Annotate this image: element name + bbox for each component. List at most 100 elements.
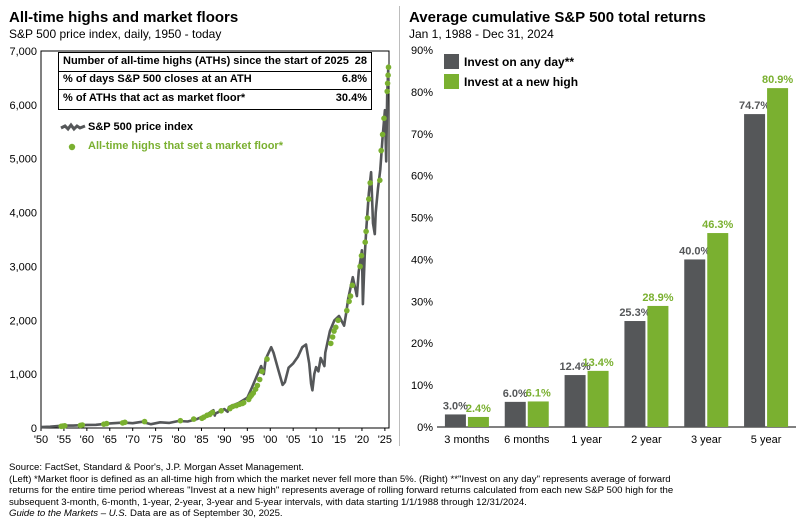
y-tick-label: 0 — [31, 423, 37, 435]
y-tick-label: 5,000 — [9, 154, 37, 166]
floor-high-point — [335, 317, 341, 324]
footnote-guide-title: Guide to the Markets – U.S. — [9, 508, 128, 519]
floor-high-point — [141, 418, 148, 425]
y-tick-label: 70% — [411, 129, 433, 141]
y-tick-label: 40% — [411, 254, 433, 266]
legend-label: S&P 500 price index — [88, 121, 193, 133]
y-tick-label: 50% — [411, 213, 433, 225]
x-tick-label: '55 — [57, 434, 71, 446]
floor-high-point — [329, 334, 336, 340]
floor-high-point — [364, 215, 371, 221]
legend-label: All-time highs that set a market floor* — [88, 140, 283, 152]
y-tick-label: 20% — [411, 338, 433, 350]
x-category-label: 1 year — [571, 434, 602, 446]
floor-high-point — [122, 419, 128, 426]
bar-value-label: 6.1% — [526, 387, 551, 399]
floor-high-point — [209, 409, 216, 416]
x-tick-label: '90 — [217, 434, 231, 446]
y-tick-label: 90% — [411, 45, 433, 57]
y-tick-label: 10% — [411, 380, 433, 392]
floor-high-point — [357, 263, 363, 270]
floor-high-point — [358, 252, 365, 259]
bar-any-day — [624, 321, 646, 427]
bar-value-label: 28.9% — [642, 292, 673, 304]
floor-high-point — [254, 382, 261, 389]
y-tick-label: 3,000 — [9, 261, 37, 273]
floor-high-point — [362, 239, 369, 245]
bar-new-high — [527, 401, 549, 427]
x-tick-label: '10 — [309, 434, 323, 446]
floor-high-point — [177, 417, 184, 424]
y-tick-label: 4,000 — [9, 208, 37, 220]
bar-value-label: 25.3% — [619, 307, 650, 319]
floor-high-point — [384, 88, 391, 95]
green-swatch-icon — [444, 74, 459, 89]
floor-high-point — [385, 72, 391, 78]
floor-high-point — [366, 196, 372, 202]
floor-high-point — [62, 423, 68, 429]
stats-row: Number of all-time highs (ATHs) since th… — [59, 53, 371, 72]
bar-value-label: 12.4% — [559, 361, 590, 373]
plot-area-frame — [40, 50, 390, 429]
floor-high-point — [349, 282, 356, 289]
floor-high-point — [363, 228, 369, 235]
x-tick-label: '25 — [378, 434, 392, 446]
bar-value-label: 2.4% — [466, 403, 491, 415]
bar-new-high — [587, 370, 609, 427]
floor-high-point — [377, 177, 383, 184]
x-category-label: 6 months — [504, 434, 550, 446]
x-tick-label: '50 — [34, 434, 48, 446]
x-category-label: 2 year — [631, 434, 662, 446]
stats-row-label: % of ATHs that act as market floor* — [63, 92, 246, 104]
x-category-label: 3 months — [444, 434, 490, 446]
floor-high-point — [385, 64, 392, 70]
x-tick-label: '70 — [126, 434, 140, 446]
bar-any-day — [504, 401, 526, 427]
x-tick-label: '00 — [263, 434, 277, 446]
stats-row: % of ATHs that act as market floor* 30.4… — [59, 90, 371, 108]
x-tick-label: '20 — [355, 434, 369, 446]
left-chart-subtitle: S&P 500 price index, daily, 1950 - today — [9, 27, 222, 41]
x-tick-label: '15 — [332, 434, 346, 446]
bar-value-label: 13.4% — [582, 357, 613, 369]
x-category-label: 3 year — [691, 434, 722, 446]
line-swatch-icon — [60, 122, 86, 132]
x-tick-label: '80 — [171, 434, 185, 446]
footnote-line: Guide to the Markets – U.S. Data are as … — [9, 508, 794, 520]
ath-stats-box: Number of all-time highs (ATHs) since th… — [58, 52, 372, 110]
floor-high-point — [256, 376, 263, 383]
left-chart-title: All-time highs and market floors — [9, 9, 239, 26]
y-tick-label: 60% — [411, 171, 433, 183]
footnote-data-date: Data are as of September 30, 2025. — [127, 508, 283, 519]
legend-label: Invest at a new high — [464, 75, 579, 89]
floor-high-point — [103, 420, 110, 427]
footnote-line: subsequent 3-month, 6-month, 1-year, 2-y… — [9, 496, 527, 508]
sp500-line-chart: 0 1,000 2,000 3,000 4,000 5,000 6,000 7,000 '50 '… — [9, 46, 392, 446]
bar-any-day — [744, 114, 766, 427]
left-chart-panel: All-time highs and market floors S&P 500… — [0, 0, 398, 455]
floor-high-point — [378, 147, 385, 154]
footnote-line: returns for the entire time period where… — [9, 485, 674, 496]
gray-swatch-icon — [444, 54, 459, 69]
floor-high-point — [346, 298, 352, 305]
stats-row-value: 28 — [354, 55, 367, 67]
floor-high-point — [344, 307, 350, 314]
right-chart-panel: Average cumulative S&P 500 total returns… — [402, 0, 800, 455]
floor-high-point — [240, 399, 247, 406]
x-tick-label: '85 — [194, 434, 208, 446]
x-tick-label: '05 — [286, 434, 300, 446]
floor-high-point — [379, 131, 386, 138]
footnote-line: Source: FactSet, Standard & Poor's, J.P.… — [9, 462, 304, 473]
stats-row: % of days S&P 500 closes at an ATH 6.8% — [59, 71, 371, 90]
legend-label: Invest on any day** — [464, 55, 575, 69]
panel-divider — [399, 6, 400, 446]
footnotes: Source: FactSet, Standard & Poor's, J.P.… — [9, 462, 794, 520]
y-tick-label: 30% — [411, 296, 433, 308]
floor-high-point — [347, 293, 354, 299]
bar-value-label: 6.0% — [503, 388, 528, 400]
floor-high-point — [79, 422, 86, 428]
stats-row-value: 6.8% — [341, 73, 367, 85]
floor-high-point — [367, 180, 374, 186]
footnote-line: (Left) *Market floor is defined as an al… — [9, 473, 671, 485]
returns-bar-chart: 0% 10% 20% 30% 40% 50% 60% 70% 80% 90% 3.0%2.4% 3 m… — [411, 45, 796, 446]
